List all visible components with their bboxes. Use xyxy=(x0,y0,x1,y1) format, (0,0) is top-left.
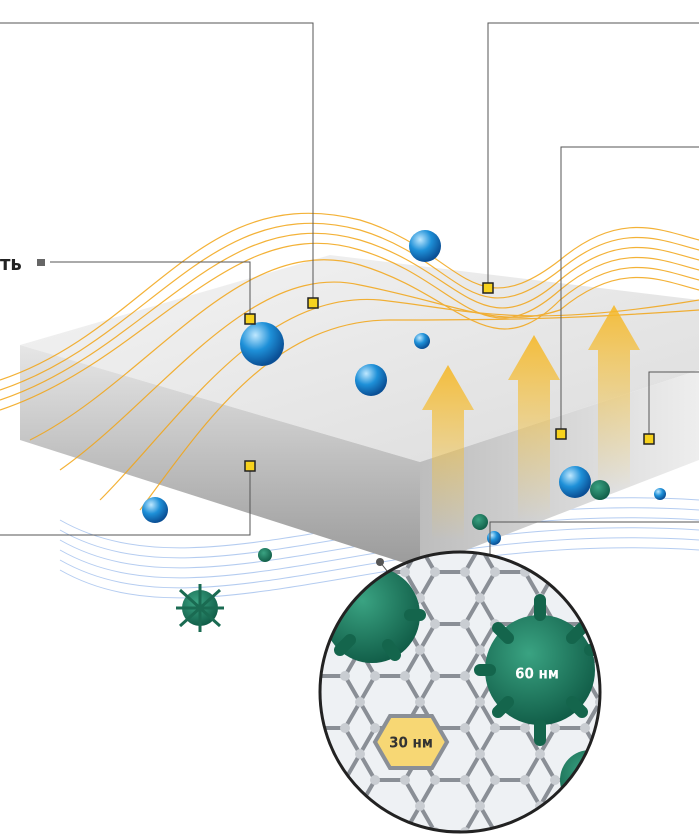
magnifier: 60 нм 30 нм xyxy=(318,550,602,834)
arrows xyxy=(422,305,640,540)
small-viruses xyxy=(176,480,610,632)
membrane xyxy=(20,255,699,568)
virus-size: 60 нм xyxy=(515,665,559,683)
lens-pin xyxy=(376,558,384,566)
bullet xyxy=(37,259,45,266)
callouts xyxy=(0,22,699,601)
water-drops xyxy=(142,230,666,545)
feature-label: ть xyxy=(0,251,22,275)
pore-size: 30 нм xyxy=(389,734,433,752)
